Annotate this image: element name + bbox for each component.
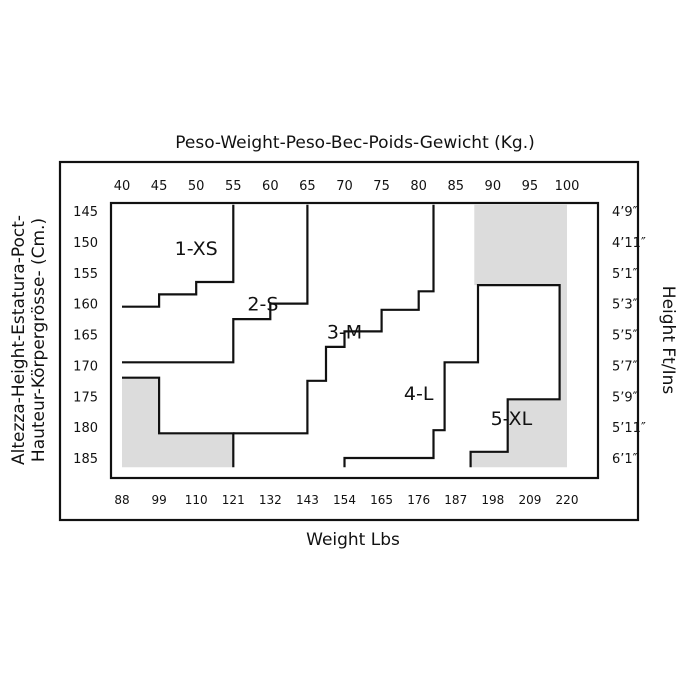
ftin-tick-label: 4’9″ <box>612 205 638 220</box>
lbs-tick-label: 209 <box>518 493 541 507</box>
lbs-tick-label: 121 <box>222 493 245 507</box>
lbs-tick-label: 132 <box>259 493 282 507</box>
zone-label-4-l: 4-L <box>404 383 434 405</box>
lbs-tick-label: 154 <box>333 493 356 507</box>
kg-tick-label: 50 <box>188 179 205 194</box>
kg-tick-label: 90 <box>485 179 502 194</box>
kg-tick-label: 75 <box>373 179 390 194</box>
lbs-tick-label: 88 <box>114 493 129 507</box>
boundary-m-l <box>122 376 235 468</box>
kg-tick-label: 65 <box>299 179 316 194</box>
kg-tick-label: 100 <box>555 179 580 194</box>
kg-tick-label: 55 <box>225 179 242 194</box>
ftin-tick-label: 5’11″ <box>612 421 646 436</box>
plot-area <box>109 201 600 480</box>
cm-tick-label: 175 <box>73 390 98 405</box>
kg-tick-label: 80 <box>410 179 427 194</box>
boundary-l-xl <box>343 284 561 468</box>
zone-label-5-xl: 5-XL <box>491 408 533 430</box>
shade-top-right <box>470 204 567 468</box>
zone-label-1-xs: 1-XS <box>175 238 218 260</box>
lbs-tick-label: 99 <box>151 493 166 507</box>
kg-tick-label: 85 <box>447 179 464 194</box>
lbs-ticks: 88 99 110 121 132 143 154 165 176 187 198 209 220 <box>114 493 578 507</box>
kg-tick-label: 70 <box>336 179 353 194</box>
chart-title: Peso-Weight-Peso-Bec-Poids-Gewicht (Kg.) <box>175 133 535 153</box>
ftin-tick-label: 5’5″ <box>612 329 638 344</box>
kg-tick-label: 95 <box>522 179 539 194</box>
cm-tick-label: 160 <box>73 298 98 313</box>
kg-tick-label: 40 <box>114 179 131 194</box>
kg-tick-label: 45 <box>151 179 168 194</box>
ftin-ticks: 4’9″ 4’11″ 5’1″ 5’3″ 5’5″ 5’7″ 5’9″ 5’11″ 6’1″ <box>612 205 646 467</box>
cm-tick-label: 150 <box>73 236 98 251</box>
ftin-tick-label: 5’9″ <box>612 390 638 405</box>
lbs-tick-label: 165 <box>370 493 393 507</box>
size-boundaries <box>122 204 561 468</box>
zone-labels: 1-XS 2-S 3-M 4-L 5-XL <box>175 238 533 430</box>
cm-tick-label: 185 <box>73 452 98 467</box>
ftin-tick-label: 5’7″ <box>612 359 638 374</box>
ftin-tick-label: 6’1″ <box>612 452 638 467</box>
boundary-s-m <box>122 204 309 364</box>
x-axis-label: Weight Lbs <box>306 530 400 550</box>
y-axis-label-line1: Altezza-Height-Estatura-Poct- <box>9 215 29 465</box>
zone-label-3-m: 3-M <box>327 321 362 343</box>
cm-ticks: 145 150 155 160 165 170 175 180 185 <box>73 205 98 467</box>
cm-tick-label: 155 <box>73 267 98 282</box>
cm-tick-label: 165 <box>73 329 98 344</box>
boundary-xs-s <box>122 204 235 308</box>
lbs-tick-label: 143 <box>296 493 319 507</box>
cm-tick-label: 145 <box>73 205 98 220</box>
lbs-tick-label: 198 <box>481 493 504 507</box>
cm-tick-label: 170 <box>73 359 98 374</box>
kg-tick-label: 60 <box>262 179 279 194</box>
lbs-tick-label: 220 <box>556 493 579 507</box>
y-axis-label-line2: Hauteur-Körpergrösse- (Cm.) <box>29 218 49 462</box>
ftin-tick-label: 5’1″ <box>612 267 638 282</box>
boundary-m-l-top <box>233 204 435 435</box>
lbs-tick-label: 110 <box>185 493 208 507</box>
right-axis-label: Height Ft/Ins <box>658 286 678 395</box>
lbs-tick-label: 176 <box>407 493 430 507</box>
kg-ticks: 40 45 50 55 60 65 70 75 80 85 90 95 100 <box>114 179 580 194</box>
cm-tick-label: 180 <box>73 421 98 436</box>
ftin-tick-label: 5’3″ <box>612 298 638 313</box>
shade-bottom-left <box>122 377 234 468</box>
lbs-tick-label: 187 <box>444 493 467 507</box>
shaded-regions <box>122 204 567 468</box>
ftin-tick-label: 4’11″ <box>612 236 646 251</box>
zone-label-2-s: 2-S <box>247 294 278 316</box>
